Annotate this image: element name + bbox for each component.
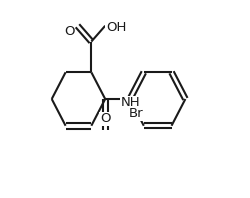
Text: NH: NH bbox=[121, 96, 141, 109]
Text: Br: Br bbox=[128, 107, 143, 120]
Text: O: O bbox=[100, 112, 110, 125]
Text: O: O bbox=[64, 25, 75, 38]
Text: OH: OH bbox=[106, 21, 126, 34]
